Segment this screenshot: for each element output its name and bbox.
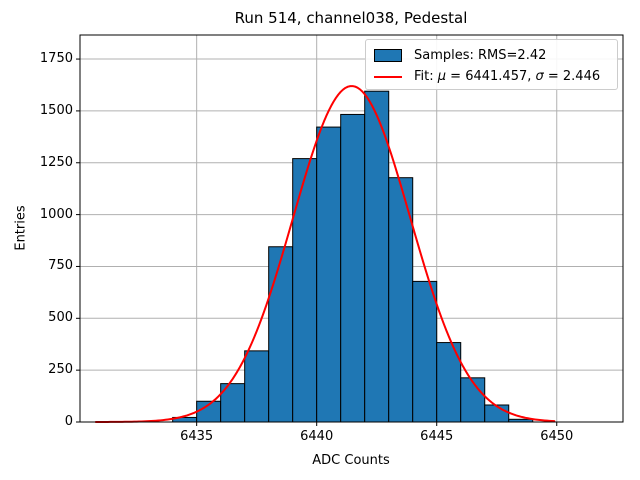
histogram-bar [316,126,342,423]
x-axis-label: ADC Counts [312,453,390,468]
y-axis-label: Entries [13,205,29,251]
legend-samples-label: Samples: RMS=2.42 [414,48,547,63]
chart-title: Run 514, channel038, Pedestal [234,9,468,27]
y-tick-label: 0 [64,414,73,429]
legend-entry-samples: Samples: RMS=2.42 [366,45,617,66]
sigma-symbol: σ [535,69,544,84]
y-tick-label: 500 [48,310,73,326]
histogram-bar [412,280,438,423]
legend-entry-fit: Fit: μ = 6441.457, σ = 2.446 [366,66,617,87]
histogram-bar [484,404,510,423]
legend-fit-label: Fit: μ = 6441.457, σ = 2.446 [414,69,600,84]
histogram-bar [292,158,318,423]
x-tick-label: 6440 [300,429,334,444]
axes-frame [79,34,624,423]
y-tick-label: 1500 [39,102,73,118]
legend: Samples: RMS=2.42 Fit: μ = 6441.457, σ =… [365,39,618,90]
fit-line-swatch [374,75,402,78]
legend-fit-sigma-value: = 2.446 [543,69,601,84]
histogram-bar [268,246,294,423]
histogram-bar [388,177,414,423]
legend-fit-prefix: Fit: [414,69,438,84]
x-tick-label: 6445 [420,429,454,444]
y-tick-label: 1750 [39,51,73,67]
x-tick-label: 6450 [540,429,574,444]
histogram-swatch [374,49,402,62]
histogram-bar [460,377,486,423]
y-tick-label: 250 [48,362,73,378]
y-tick-label: 1250 [39,154,73,170]
histogram-bar [244,350,270,423]
legend-fit-mu-value: = 6441.457, [446,69,536,84]
histogram-bar [340,113,366,423]
y-tick-label: 750 [48,258,73,274]
histogram-bar [364,90,390,423]
y-tick-label: 1000 [39,206,73,222]
fit-curve [94,85,556,423]
x-tick-label: 6435 [180,429,214,444]
mu-symbol: μ [437,69,447,84]
